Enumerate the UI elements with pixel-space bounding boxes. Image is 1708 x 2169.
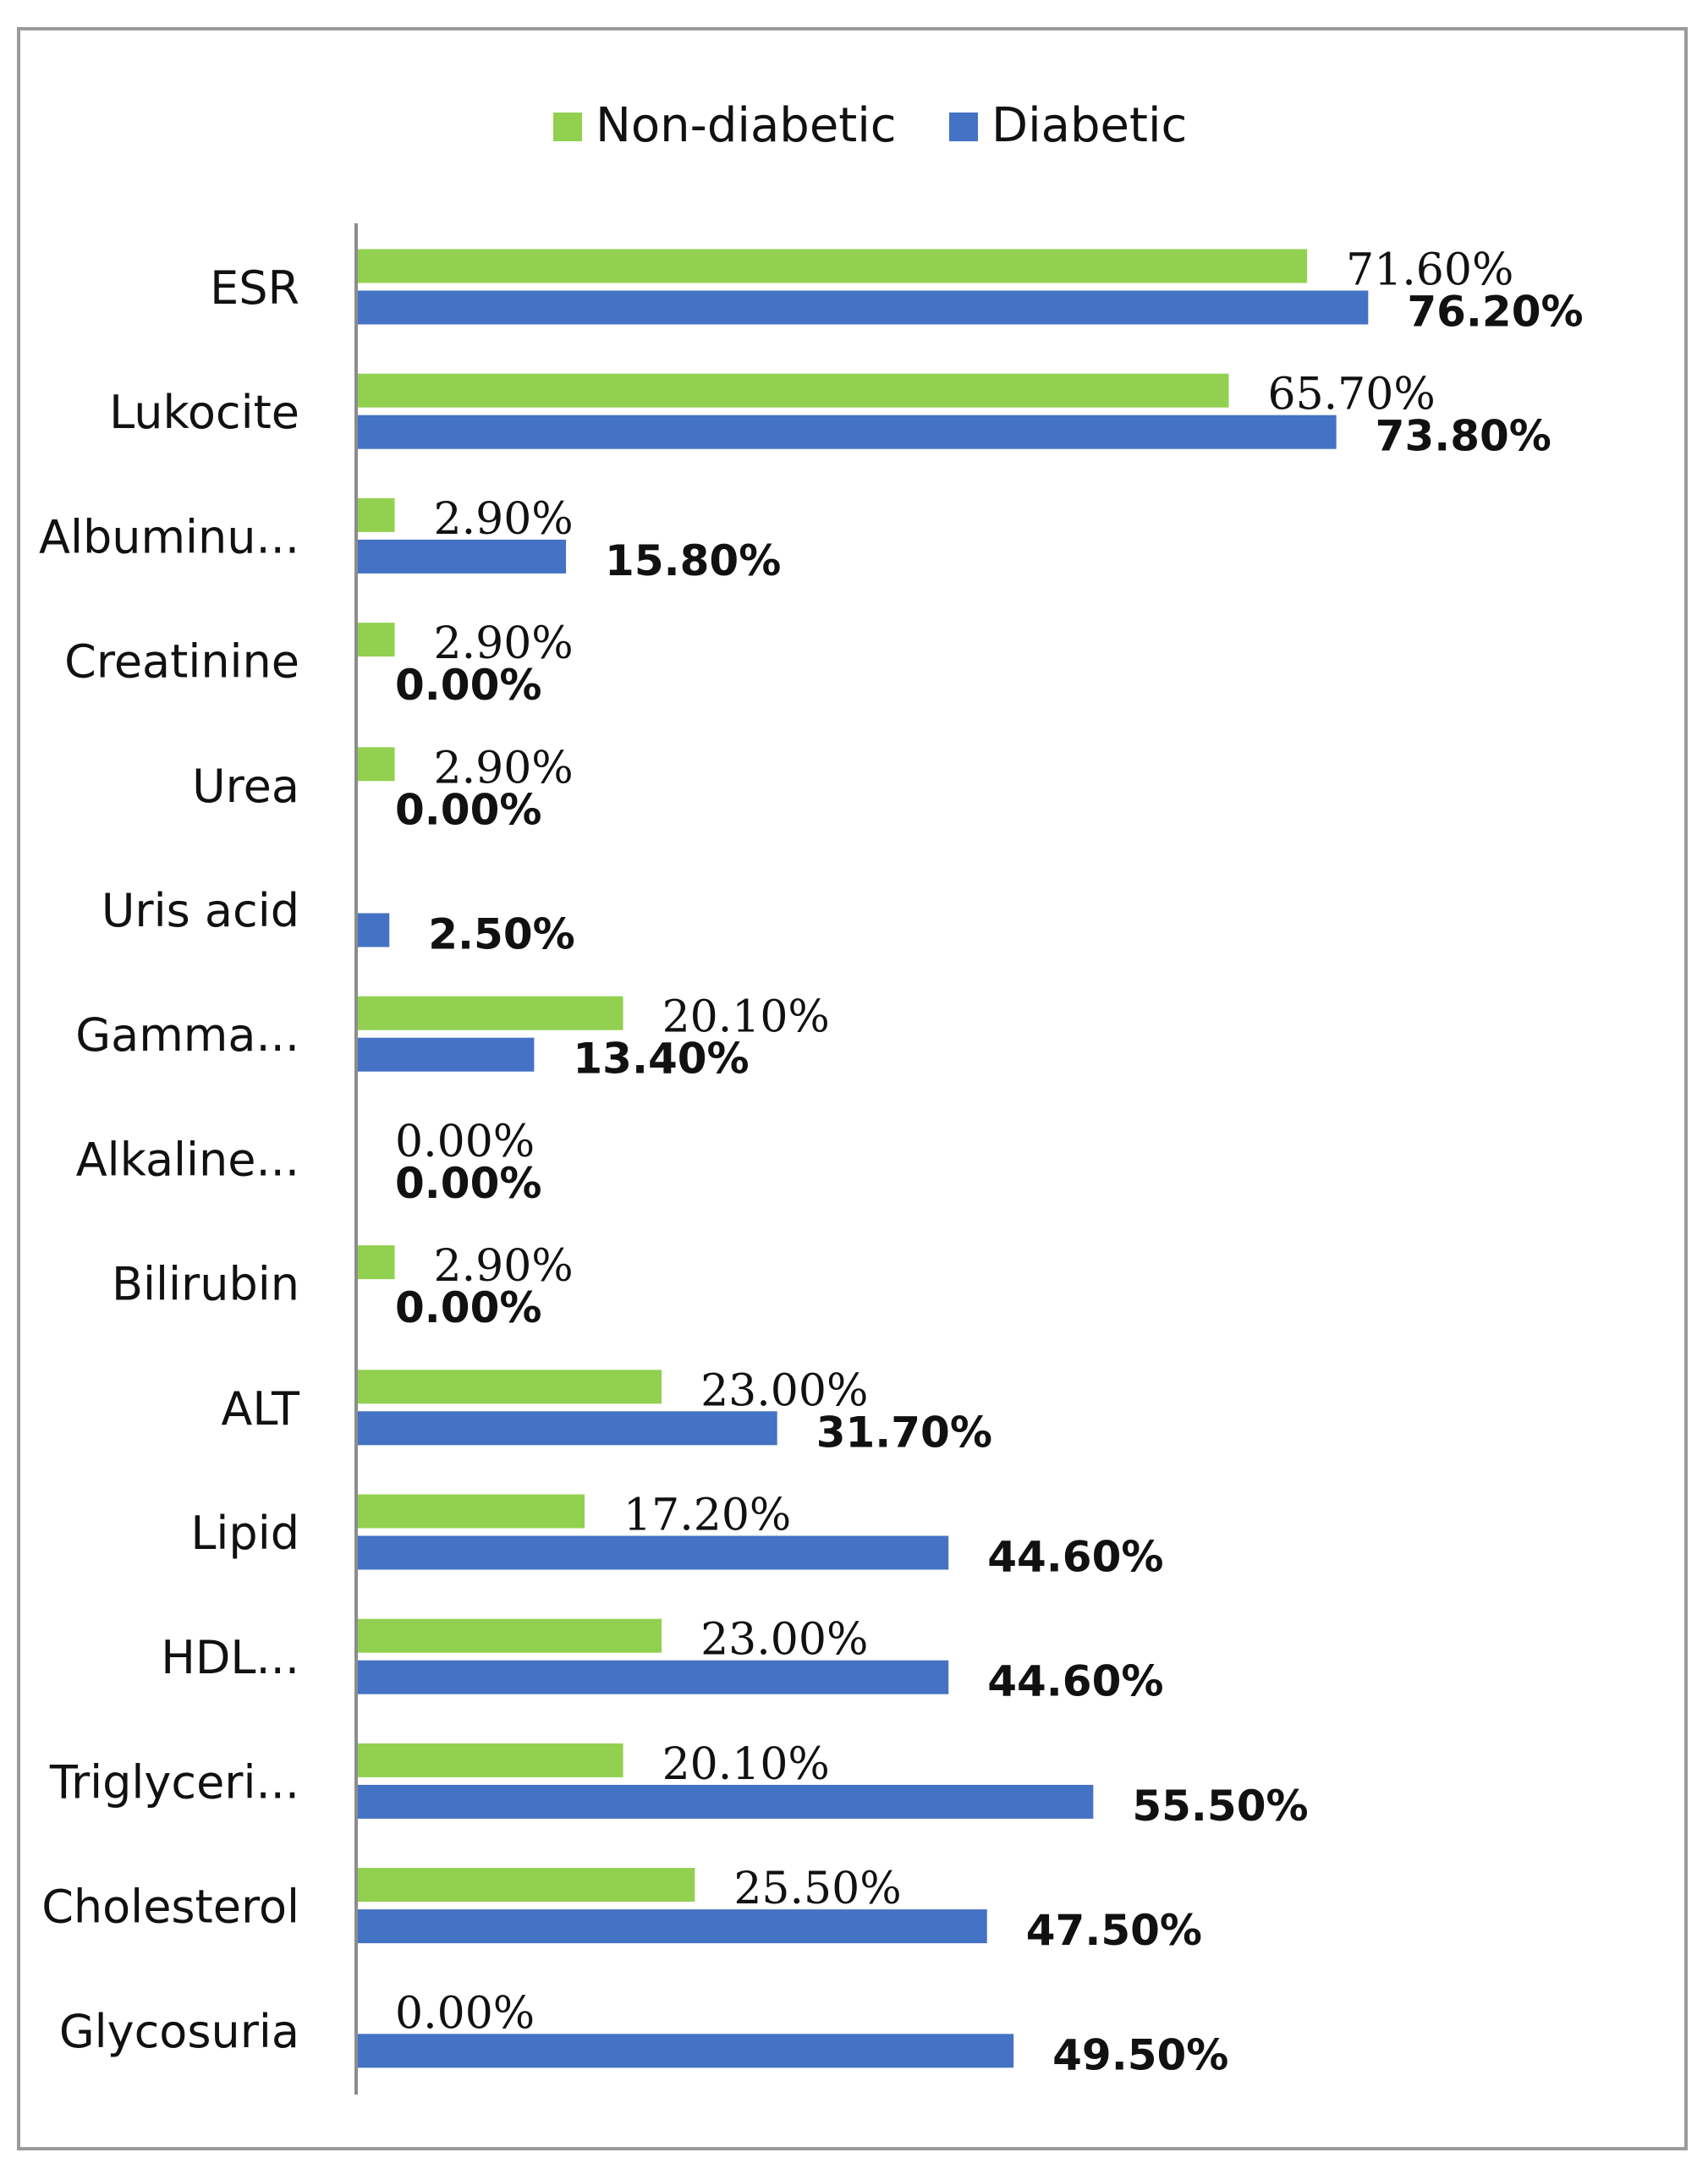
value-label-non-diabetic-gamma: 20.10% bbox=[662, 992, 830, 1043]
value-label-diabetic-alkaline: 0.00% bbox=[395, 1159, 541, 1208]
value-label-non-diabetic-triglyceri: 20.10% bbox=[662, 1739, 830, 1790]
bar-non-diabetic-alt bbox=[356, 1370, 662, 1404]
category-label-triglyceri: Triglyceri... bbox=[49, 1755, 299, 1809]
bar-diabetic-albuminu bbox=[356, 539, 567, 574]
legend-swatch-non-diabetic bbox=[553, 113, 582, 141]
bar-non-diabetic-gamma bbox=[356, 996, 623, 1030]
category-label-gamma: Gamma... bbox=[75, 1008, 299, 1062]
bar-non-diabetic-creatinine bbox=[356, 623, 395, 657]
legend-label-diabetic: Diabetic bbox=[991, 98, 1187, 153]
bar-diabetic-alt bbox=[356, 1411, 777, 1446]
bar-non-diabetic-lipid bbox=[356, 1494, 585, 1529]
category-label-hdl: HDL... bbox=[161, 1631, 299, 1684]
category-label-glycosuria: Glycosuria bbox=[59, 2005, 299, 2058]
bar-diabetic-triglyceri bbox=[356, 1784, 1094, 1819]
value-label-diabetic-urea: 0.00% bbox=[395, 785, 541, 834]
category-label-lipid: Lipid bbox=[190, 1507, 299, 1560]
value-label-diabetic-creatinine: 0.00% bbox=[395, 661, 541, 710]
bars bbox=[356, 249, 1369, 2068]
value-label-non-diabetic-lipid: 17.20% bbox=[623, 1491, 791, 1541]
value-label-diabetic-cholesterol: 47.50% bbox=[1026, 1906, 1202, 1955]
category-label-uris-acid: Uris acid bbox=[102, 884, 299, 937]
category-label-lukocite: Lukocite bbox=[109, 386, 299, 439]
value-label-non-diabetic-cholesterol: 25.50% bbox=[733, 1864, 901, 1914]
value-label-diabetic-glycosuria: 49.50% bbox=[1052, 2030, 1228, 2079]
bar-diabetic-gamma bbox=[356, 1037, 535, 1072]
value-label-non-diabetic-alt: 23.00% bbox=[700, 1365, 868, 1416]
value-label-diabetic-hdl: 44.60% bbox=[987, 1657, 1163, 1706]
value-label-diabetic-gamma: 13.40% bbox=[573, 1035, 749, 1084]
legend-swatch-diabetic bbox=[949, 113, 978, 141]
value-label-non-diabetic-glycosuria: 0.00% bbox=[395, 1988, 535, 2039]
bar-non-diabetic-cholesterol bbox=[356, 1868, 695, 1903]
value-label-diabetic-alt: 31.70% bbox=[816, 1408, 992, 1457]
value-label-non-diabetic-alkaline: 0.00% bbox=[395, 1117, 535, 1167]
value-label-diabetic-bilirubin: 0.00% bbox=[395, 1283, 541, 1332]
category-label-alt: ALT bbox=[221, 1382, 300, 1436]
bar-diabetic-esr bbox=[356, 290, 1369, 325]
legend: Non-diabetic Diabetic bbox=[553, 98, 1187, 153]
value-label-non-diabetic-hdl: 23.00% bbox=[700, 1615, 868, 1666]
bar-non-diabetic-albuminu bbox=[356, 497, 395, 532]
bar-diabetic-hdl bbox=[356, 1660, 949, 1694]
category-label-urea: Urea bbox=[192, 760, 299, 813]
value-label-diabetic-triglyceri: 55.50% bbox=[1132, 1782, 1308, 1831]
value-label-non-diabetic-lukocite: 65.70% bbox=[1267, 370, 1435, 420]
value-label-diabetic-uris-acid: 2.50% bbox=[428, 910, 574, 959]
bar-diabetic-cholesterol bbox=[356, 1909, 987, 1944]
bar-diabetic-lipid bbox=[356, 1535, 949, 1570]
category-label-cholesterol: Cholesterol bbox=[41, 1881, 299, 1934]
bar-diabetic-lukocite bbox=[356, 415, 1337, 449]
bar-non-diabetic-bilirubin bbox=[356, 1245, 395, 1280]
value-labels: 71.60%76.20% 65.70%73.80% 2.90% 15.80% 2.90%… bbox=[395, 245, 1584, 2080]
bar-diabetic-uris-acid bbox=[356, 913, 390, 947]
value-label-diabetic-lipid: 44.60% bbox=[987, 1533, 1163, 1582]
legend-label-non-diabetic: Non-diabetic bbox=[596, 98, 897, 153]
category-label-bilirubin: Bilirubin bbox=[112, 1258, 299, 1311]
category-label-albuminu: Albuminu... bbox=[39, 510, 299, 563]
bar-non-diabetic-triglyceri bbox=[356, 1743, 623, 1777]
bar-non-diabetic-hdl bbox=[356, 1618, 662, 1653]
value-label-diabetic-albuminu: 15.80% bbox=[605, 536, 781, 585]
value-label-non-diabetic-esr: 71.60% bbox=[1346, 245, 1513, 296]
category-label-esr: ESR bbox=[210, 261, 299, 315]
category-labels: ESR Lukocite Albuminu... Creatinine Urea Uris… bbox=[39, 261, 300, 2058]
category-label-creatinine: Creatinine bbox=[64, 635, 299, 689]
value-label-non-diabetic-bilirubin: 2.90% bbox=[434, 1241, 574, 1292]
bar-diabetic-glycosuria bbox=[356, 2034, 1014, 2068]
bar-chart: Non-diabetic Diabetic ESR Lukocite Albuminu… bbox=[39, 98, 1584, 2095]
value-label-diabetic-esr: 76.20% bbox=[1407, 288, 1583, 337]
value-label-diabetic-lukocite: 73.80% bbox=[1376, 412, 1551, 461]
bar-non-diabetic-esr bbox=[356, 249, 1308, 283]
chart-frame: Non-diabetic Diabetic ESR Lukocite Albuminu… bbox=[17, 27, 1688, 2150]
bar-non-diabetic-urea bbox=[356, 747, 395, 782]
bar-non-diabetic-lukocite bbox=[356, 373, 1229, 408]
value-label-non-diabetic-urea: 2.90% bbox=[434, 743, 574, 793]
value-label-non-diabetic-albuminu: 2.90% bbox=[434, 494, 574, 545]
value-label-non-diabetic-creatinine: 2.90% bbox=[434, 618, 574, 669]
category-label-alkaline: Alkaline... bbox=[76, 1133, 299, 1186]
